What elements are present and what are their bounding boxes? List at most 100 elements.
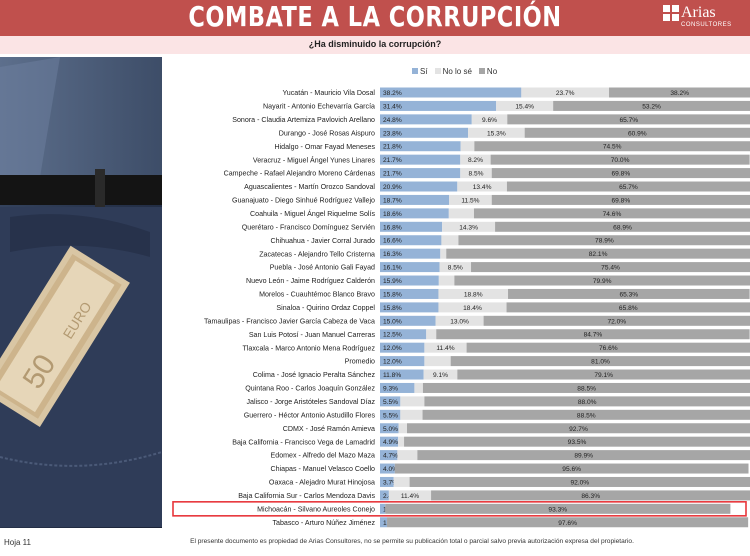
bar-no-lo-se-zacatecas-alejandro-tello-cristerna bbox=[440, 248, 447, 259]
data-label-no-lo-se-baja-california-sur-carlos-mendoza-davis: 11.4% bbox=[401, 493, 419, 500]
bar-si-nuevo-leon-jaime-rodriguez-calderon bbox=[380, 275, 439, 286]
data-label-no-chiapas-manuel-velasco-coello: 95.6% bbox=[562, 466, 581, 473]
bar-no-edomex-alfredo-del-mazo-maza bbox=[417, 450, 750, 461]
bar-si-tabasco-arturo-nunez-jimenez bbox=[380, 517, 388, 528]
bar-no-campeche-rafael-alejandro-moreno-cardenas bbox=[491, 168, 750, 179]
bar-si-guerrero-hector-antonio-astudillo-flores bbox=[380, 409, 401, 420]
disclaimer: El presente documento es propiedad de Ar… bbox=[190, 538, 634, 545]
data-label-no-morelos-cuauhtemoc-blanco-bravo: 65.3% bbox=[619, 291, 638, 298]
data-label-no-oaxaca-alejadro-murat-hinojosa: 92.0% bbox=[570, 479, 589, 486]
data-label-no-guerrero-hector-antonio-astudillo-flores: 88.5% bbox=[577, 412, 596, 419]
bar-no-lo-se-jalisco-jorge-aristoteles-sandoval-diaz bbox=[400, 396, 425, 407]
bar-no-lo-se-cdmx-jose-ramon-amieva bbox=[398, 423, 408, 434]
data-label-no-lo-se-veracruz-miguel-angel-yunes-linares: 8.2% bbox=[468, 157, 483, 164]
bar-no-lo-se-promedio bbox=[424, 356, 451, 367]
bar-si-tamaulipas-francisco-javier-garcia-cabeza-de-vaca bbox=[380, 315, 436, 326]
bar-no-lo-se-coahuila-miguel-angel-riquelme-solis bbox=[448, 208, 474, 219]
bar-no-lo-se-queretaro-francisco-dominguez-servien bbox=[442, 221, 496, 232]
data-label-no-nuevo-leon-jaime-rodriguez-calderon: 79.9% bbox=[593, 278, 612, 285]
bar-no-lo-se-edomex-alfredo-del-mazo-maza bbox=[397, 450, 418, 461]
bar-si-campeche-rafael-alejandro-moreno-cardenas bbox=[380, 168, 461, 179]
stacked-bar-chart: Yucatán - Mauricio Vila Dosal 38.2% 23.7% 3… bbox=[172, 87, 750, 528]
bar-no-baja-california-sur-carlos-mendoza-davis bbox=[431, 490, 750, 501]
category-label-queretaro-francisco-dominguez-servien: Querétaro - Francisco Domínguez Servién bbox=[242, 223, 375, 231]
data-label-si-tlaxcala-marco-antonio-mena-rodriguez: 12.0% bbox=[383, 345, 402, 352]
data-label-si-oaxaca-alejadro-murat-hinojosa: 3.7% bbox=[383, 479, 398, 486]
data-label-no-san-luis-potosi-juan-manuel-carreras: 84.7% bbox=[584, 332, 603, 339]
category-label-campeche-rafael-alejandro-moreno-cardenas: Campeche - Rafael Alejandro Moreno Cárde… bbox=[224, 170, 376, 178]
data-label-no-nayarit-antonio-echevarria-garcia: 53.2% bbox=[642, 103, 661, 110]
data-label-si-guerrero-hector-antonio-astudillo-flores: 5.5% bbox=[383, 412, 398, 419]
bar-no-lo-se-quintana-roo-carlos-joaquin-gonzalez bbox=[414, 382, 423, 393]
legend-swatch-si bbox=[412, 68, 418, 74]
category-label-chiapas-manuel-velasco-coello: Chiapas - Manuel Velasco Coello bbox=[271, 465, 376, 473]
data-label-no-yucatan-mauricio-vila-dosal: 38.2% bbox=[670, 90, 689, 97]
bar-no-lo-se-tlaxcala-marco-antonio-mena-rodriguez bbox=[424, 342, 467, 353]
data-label-no-lo-se-guanajuato-diego-sinhue-rodriguez-vallejo: 11.5% bbox=[461, 197, 479, 204]
data-label-si-quintana-roo-carlos-joaquin-gonzalez: 9.3% bbox=[383, 385, 398, 392]
data-label-no-tamaulipas-francisco-javier-garcia-cabeza-de-vaca: 72.0% bbox=[607, 318, 626, 325]
bar-si-puebla-jose-antonio-gali-fayad bbox=[380, 262, 440, 273]
bar-no-jalisco-jorge-aristoteles-sandoval-diaz bbox=[424, 396, 750, 407]
data-label-si-chihuahua-javier-corral-jurado: 16.6% bbox=[383, 238, 402, 245]
bar-no-guanajuato-diego-sinhue-rodriguez-vallejo bbox=[491, 194, 750, 205]
category-label-morelos-cuauhtemoc-blanco-bravo: Morelos - Cuauhtémoc Blanco Bravo bbox=[259, 291, 375, 299]
bar-si-zacatecas-alejandro-tello-cristerna bbox=[380, 248, 441, 259]
category-label-zacatecas-alejandro-tello-cristerna: Zacatecas - Alejandro Tello Cristerna bbox=[259, 250, 375, 258]
bar-no-lo-se-san-luis-potosi-juan-manuel-carreras bbox=[426, 329, 437, 340]
data-label-no-colima-jose-ignacio-peralta-sanchez: 79.1% bbox=[594, 372, 613, 379]
data-label-no-puebla-jose-antonio-gali-fayad: 75.4% bbox=[601, 265, 620, 272]
bar-no-tlaxcala-marco-antonio-mena-rodriguez bbox=[466, 342, 750, 353]
chart-legend: Sí No lo sé No bbox=[412, 65, 497, 77]
data-label-no-lo-se-sonora-claudia-artemiza-pavlovich-arellano: 9.6% bbox=[482, 117, 497, 124]
data-label-no-lo-se-morelos-cuauhtemoc-blanco-bravo: 18.8% bbox=[464, 291, 483, 298]
category-label-tamaulipas-francisco-javier-garcia-cabeza-de-vaca: Tamaulipas - Francisco Javier García Cab… bbox=[204, 317, 375, 325]
bar-si-colima-jose-ignacio-peralta-sanchez bbox=[380, 369, 424, 380]
bar-no-chihuahua-javier-corral-jurado bbox=[458, 235, 750, 246]
data-label-si-durango-jose-rosas-aispuro: 23.8% bbox=[383, 130, 402, 137]
data-label-no-lo-se-nayarit-antonio-echevarria-garcia: 15.4% bbox=[515, 103, 534, 110]
bar-no-lo-se-nayarit-antonio-echevarria-garcia bbox=[496, 100, 554, 111]
bar-no-lo-se-veracruz-miguel-angel-yunes-linares bbox=[460, 154, 491, 165]
bar-no-tamaulipas-francisco-javier-garcia-cabeza-de-vaca bbox=[483, 315, 750, 326]
bar-no-lo-se-tamaulipas-francisco-javier-garcia-cabeza-de-vaca bbox=[435, 315, 484, 326]
category-label-tlaxcala-marco-antonio-mena-rodriguez: Tlaxcala - Marco Antonio Mena Rodríguez bbox=[243, 344, 376, 352]
bar-no-lo-se-baja-california-sur-carlos-mendoza-davis bbox=[388, 490, 432, 501]
bar-no-baja-california-francisco-vega-de-lamadrid bbox=[404, 436, 750, 447]
bar-no-guerrero-hector-antonio-astudillo-flores bbox=[422, 409, 750, 420]
data-label-si-nayarit-antonio-echevarria-garcia: 31.4% bbox=[383, 103, 402, 110]
bar-no-sonora-claudia-artemiza-pavlovich-arellano bbox=[507, 114, 750, 125]
category-label-puebla-jose-antonio-gali-fayad: Puebla - José Antonio Gali Fayad bbox=[270, 264, 375, 272]
data-label-no-michoacan-silvano-aureoles-conejo: 93.3% bbox=[548, 506, 567, 513]
category-label-nuevo-leon-jaime-rodriguez-calderon: Nuevo León - Jaime Rodríguez Calderón bbox=[246, 277, 375, 285]
data-label-no-coahuila-miguel-angel-riquelme-solis: 74.6% bbox=[603, 211, 622, 218]
legend-label-no: No bbox=[486, 66, 498, 76]
bar-si-guanajuato-diego-sinhue-rodriguez-vallejo bbox=[380, 194, 450, 205]
bar-si-veracruz-miguel-angel-yunes-linares bbox=[380, 154, 461, 165]
bar-no-oaxaca-alejadro-murat-hinojosa bbox=[409, 476, 750, 487]
data-label-si-sinaloa-quirino-ordaz-coppel: 15.8% bbox=[383, 305, 402, 312]
category-label-aguascalientes-martin-orozco-sandoval: Aguascalientes - Martín Orozco Sandoval bbox=[244, 183, 375, 191]
chart-title: ¿Ha disminuido la corrupción? bbox=[308, 39, 442, 49]
data-label-no-tabasco-arturo-nunez-jimenez: 97.6% bbox=[558, 520, 577, 527]
category-label-baja-california-sur-carlos-mendoza-davis: Baja California Sur - Carlos Mendoza Dav… bbox=[238, 492, 375, 500]
category-label-veracruz-miguel-angel-yunes-linares: Veracruz - Miguel Ángel Yunes Linares bbox=[253, 155, 376, 164]
category-label-oaxaca-alejadro-murat-hinojosa: Oaxaca - Alejadro Murat Hinojosa bbox=[269, 479, 375, 487]
data-label-no-queretaro-francisco-dominguez-servien: 68.9% bbox=[613, 224, 632, 231]
data-label-si-edomex-alfredo-del-mazo-maza: 4.7% bbox=[383, 453, 398, 460]
data-label-no-promedio: 81.0% bbox=[591, 359, 610, 366]
data-label-si-sonora-claudia-artemiza-pavlovich-arellano: 24.8% bbox=[383, 117, 402, 124]
bar-si-nayarit-antonio-echevarria-garcia bbox=[380, 100, 497, 111]
category-label-chihuahua-javier-corral-jurado: Chihuahua - Javier Corral Jurado bbox=[271, 237, 376, 245]
bar-no-lo-se-chihuahua-javier-corral-jurado bbox=[441, 235, 459, 246]
data-label-no-veracruz-miguel-angel-yunes-linares: 70.0% bbox=[611, 157, 630, 164]
photo-pocket-money: 50 EURO bbox=[0, 57, 162, 528]
data-label-no-guanajuato-diego-sinhue-rodriguez-vallejo: 69.8% bbox=[612, 197, 631, 204]
data-label-si-morelos-cuauhtemoc-blanco-bravo: 15.8% bbox=[383, 291, 402, 298]
bar-no-morelos-cuauhtemoc-blanco-bravo bbox=[508, 288, 750, 299]
data-label-no-zacatecas-alejandro-tello-cristerna: 82.1% bbox=[589, 251, 608, 258]
data-label-no-lo-se-queretaro-francisco-dominguez-servien: 14.3% bbox=[459, 224, 478, 231]
bar-si-baja-california-sur-carlos-mendoza-davis bbox=[380, 490, 389, 501]
category-label-hidalgo-omar-fayad-meneses: Hidalgo - Omar Fayad Meneses bbox=[274, 143, 375, 151]
category-label-colima-jose-ignacio-peralta-sanchez: Colima - José Ignacio Peralta Sánchez bbox=[253, 371, 376, 379]
